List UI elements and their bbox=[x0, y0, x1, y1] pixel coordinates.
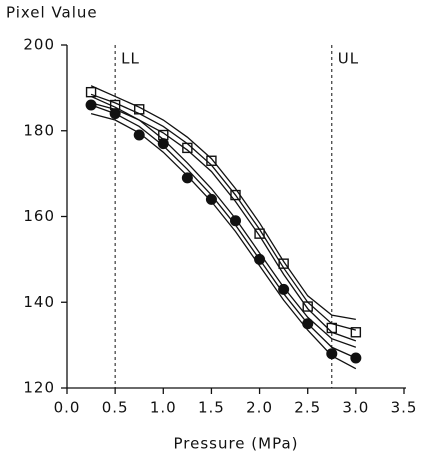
y-tick-label: 180 bbox=[23, 121, 55, 139]
reference-label: UL bbox=[338, 50, 359, 68]
x-tick-label: 3.5 bbox=[391, 399, 418, 417]
circle-point bbox=[326, 348, 338, 360]
x-tick-label: 1.0 bbox=[150, 399, 177, 417]
x-tick-label: 0.0 bbox=[54, 399, 81, 417]
x-axis-title: Pressure (MPa) bbox=[173, 435, 298, 453]
circle-point bbox=[133, 129, 145, 141]
fit-curve bbox=[90, 95, 357, 348]
x-tick-label: 2.0 bbox=[246, 399, 273, 417]
circle-point bbox=[278, 283, 290, 295]
x-tick-label: 3.0 bbox=[342, 399, 369, 417]
fit-curve bbox=[90, 104, 357, 359]
x-tick-label: 2.5 bbox=[294, 399, 321, 417]
circle-point bbox=[181, 172, 193, 184]
y-tick-label: 200 bbox=[23, 36, 55, 54]
circle-point bbox=[157, 138, 169, 150]
fit-curve bbox=[90, 102, 357, 342]
y-tick-label: 140 bbox=[23, 293, 55, 311]
reference-label: LL bbox=[121, 50, 140, 68]
x-tick-label: 0.5 bbox=[102, 399, 129, 417]
circle-point bbox=[205, 193, 217, 205]
fit-curve bbox=[90, 112, 357, 370]
fit-curve bbox=[90, 85, 356, 321]
fit-curve bbox=[90, 93, 357, 331]
y-axis-title: Pixel Value bbox=[6, 4, 98, 22]
x-tick-label: 1.5 bbox=[198, 399, 225, 417]
square-point bbox=[206, 155, 217, 166]
y-tick-label: 160 bbox=[23, 207, 55, 225]
y-tick-label: 120 bbox=[23, 379, 55, 397]
square-point bbox=[350, 327, 362, 338]
